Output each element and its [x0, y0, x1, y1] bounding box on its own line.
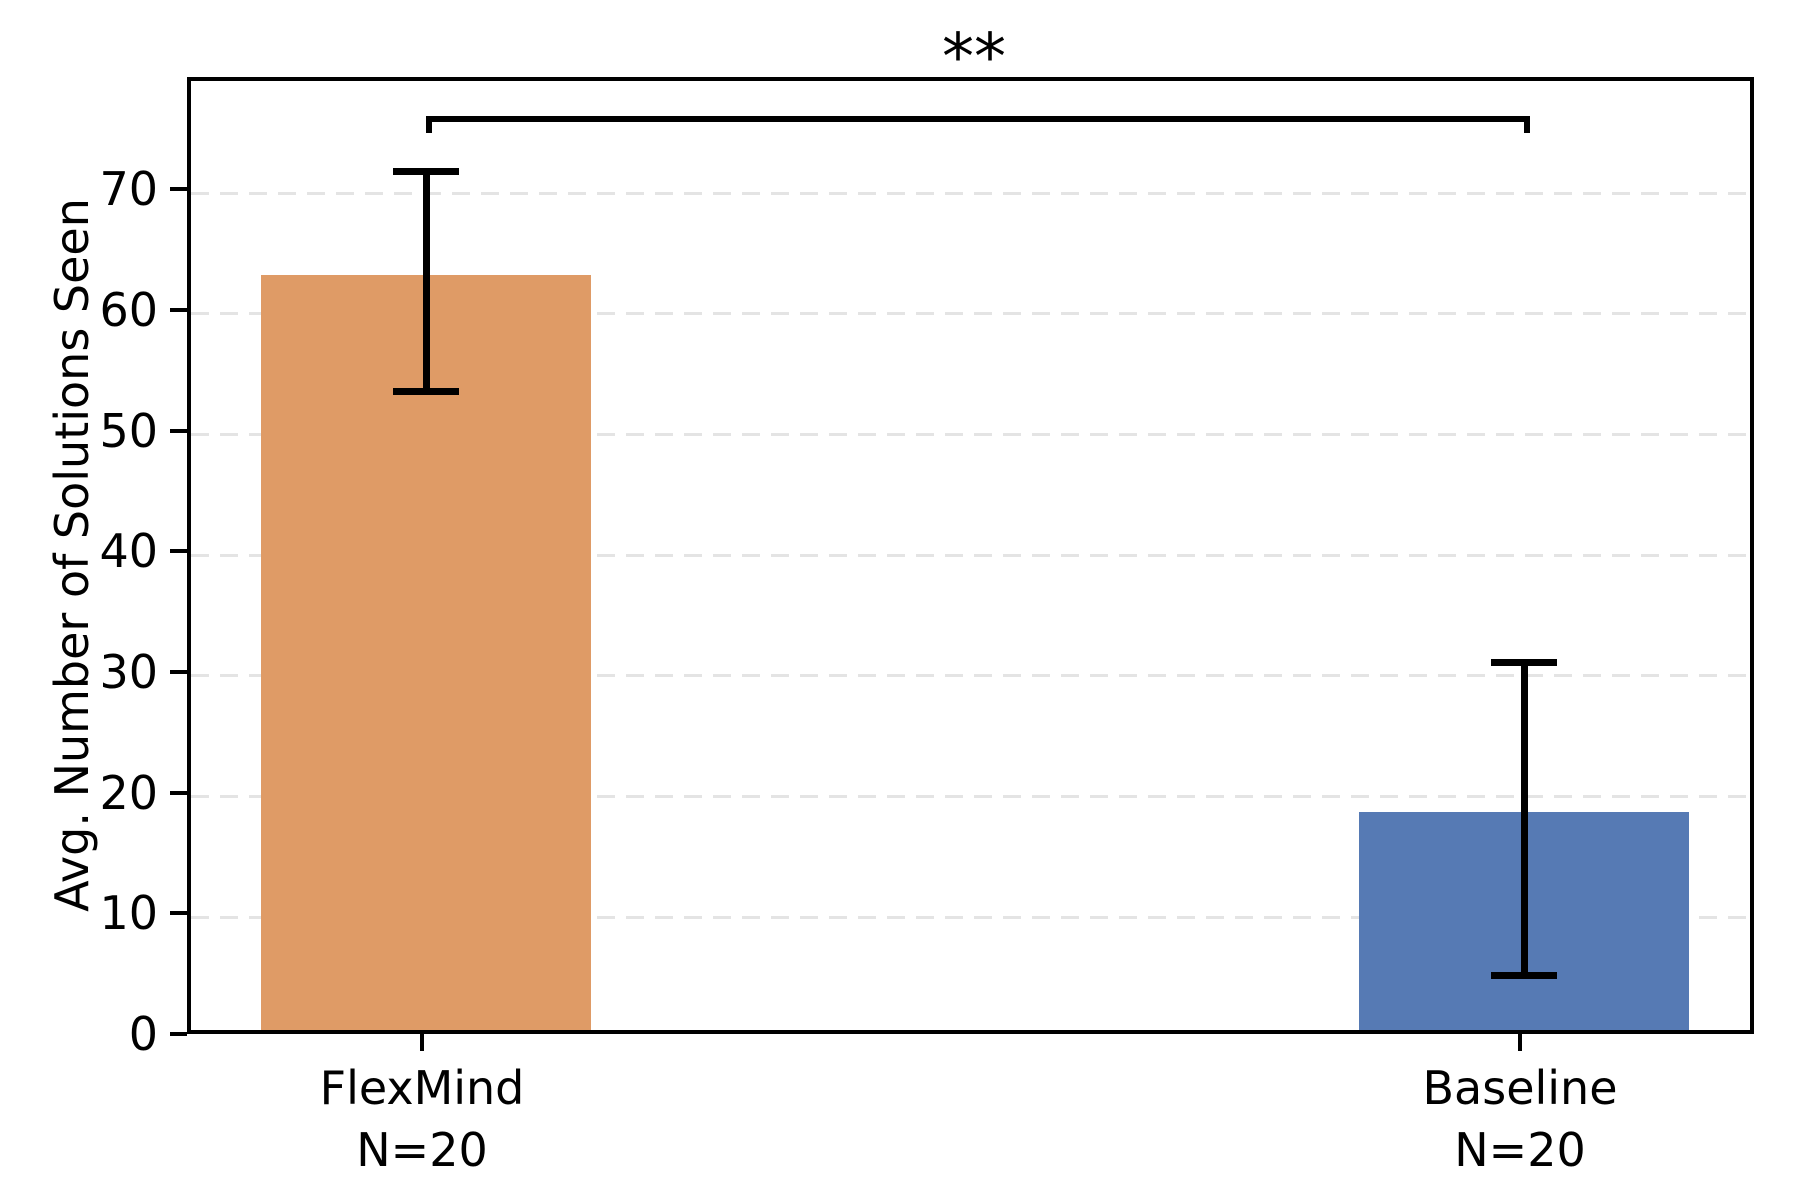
error-bar-line-flexmind [422, 171, 430, 392]
gridline-y-40 [191, 553, 1750, 557]
x-tick-sublabel-flexmind: N=20 [356, 1122, 488, 1177]
plot-area [187, 77, 1754, 1034]
error-bar-cap-top-flexmind [393, 168, 459, 175]
y-tick-label-20: 20 [99, 765, 158, 820]
significance-bracket-stub-right [1524, 116, 1530, 133]
y-tick-mark-20 [170, 790, 187, 795]
y-tick-label-60: 60 [99, 282, 158, 337]
significance-bracket-stub-left [426, 116, 432, 133]
y-tick-mark-10 [170, 911, 187, 916]
error-bar-cap-bottom-baseline [1491, 971, 1557, 979]
gridline-y-60 [191, 312, 1750, 316]
y-tick-label-50: 50 [99, 403, 158, 458]
significance-bracket [426, 116, 1530, 122]
x-tick-label-block-flexmind: FlexMind N=20 [222, 1058, 622, 1181]
gridline-y-10 [191, 915, 1750, 919]
x-tick-mark-flexmind [420, 1034, 424, 1051]
y-tick-label-0: 0 [128, 1007, 158, 1061]
error-bar-cap-bottom-flexmind [393, 387, 459, 395]
gridline-y-50 [191, 433, 1750, 437]
bar-flexmind [261, 274, 591, 1030]
gridline-y-20 [191, 795, 1750, 799]
y-tick-label-70: 70 [99, 162, 158, 217]
y-tick-label-30: 30 [99, 644, 158, 699]
y-tick-mark-50 [170, 428, 187, 433]
gridline-y-70 [191, 191, 1750, 195]
error-bar-line-baseline [1520, 662, 1528, 976]
y-tick-mark-70 [170, 187, 187, 192]
error-bar-cap-top-baseline [1491, 659, 1557, 667]
gridline-y-30 [191, 674, 1750, 678]
x-tick-sublabel-baseline: N=20 [1454, 1122, 1586, 1177]
x-tick-label-baseline: Baseline [1422, 1061, 1618, 1115]
x-tick-label-block-baseline: Baseline N=20 [1320, 1058, 1720, 1181]
y-tick-mark-40 [170, 549, 187, 554]
y-tick-mark-30 [170, 669, 187, 674]
y-tick-mark-0 [170, 1032, 187, 1036]
x-tick-label-flexmind: FlexMind [319, 1061, 525, 1115]
y-tick-label-40: 40 [99, 524, 158, 579]
y-tick-mark-60 [170, 307, 187, 312]
x-tick-mark-baseline [1518, 1034, 1522, 1051]
y-tick-label-10: 10 [99, 886, 158, 941]
